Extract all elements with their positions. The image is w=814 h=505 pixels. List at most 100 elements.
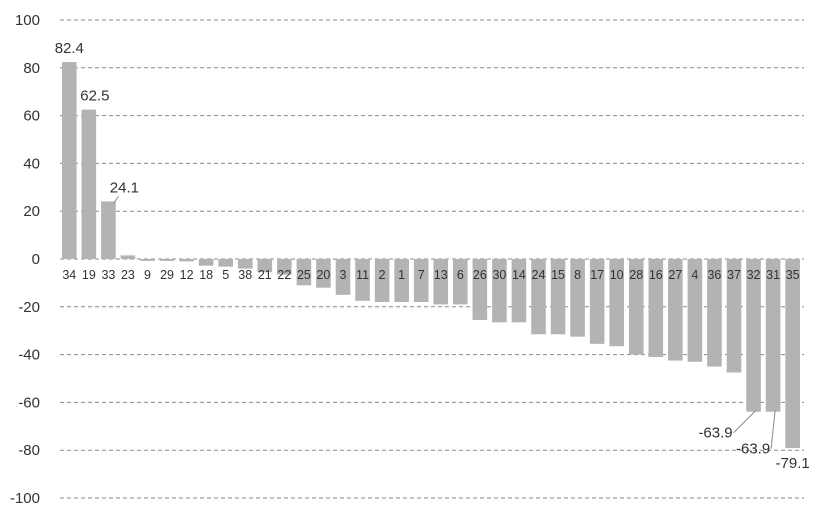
- category-label: 6: [457, 268, 464, 282]
- bar: [218, 259, 233, 267]
- category-label: 31: [766, 268, 780, 282]
- data-label-leader: [733, 410, 756, 434]
- category-label: 7: [418, 268, 425, 282]
- bar: [120, 255, 136, 259]
- bar: [765, 259, 781, 412]
- bar: [707, 259, 722, 367]
- category-label: 17: [590, 268, 604, 282]
- category-label: 38: [238, 268, 252, 282]
- category-label: 32: [747, 268, 761, 282]
- y-tick-label: 20: [23, 203, 40, 220]
- bar: [257, 259, 273, 273]
- bar: [81, 109, 97, 259]
- category-label: 25: [297, 268, 311, 282]
- category-label: 36: [707, 268, 721, 282]
- data-labels: 82.4 62.5 24.1 -63.9-63.9 -79.1: [55, 40, 810, 472]
- bar: [668, 259, 683, 361]
- category-label: 29: [160, 268, 174, 282]
- bar: [589, 259, 605, 344]
- bar: [687, 259, 703, 362]
- category-label: 28: [629, 268, 643, 282]
- category-label: 22: [277, 268, 291, 282]
- category-label: 27: [668, 268, 682, 282]
- bars: [62, 62, 800, 449]
- category-label: 9: [144, 268, 151, 282]
- bar: [453, 259, 468, 305]
- category-label: 2: [379, 268, 386, 282]
- bar: [609, 259, 624, 347]
- category-label: 24: [532, 268, 546, 282]
- y-tick-label: 40: [23, 155, 40, 172]
- category-label: 12: [180, 268, 194, 282]
- category-label: 34: [62, 268, 76, 282]
- data-label: -63.9: [736, 441, 770, 458]
- y-tick-label: -40: [18, 347, 40, 364]
- data-label: 24.1: [110, 179, 139, 196]
- category-label: 15: [551, 268, 565, 282]
- category-label: 3: [340, 268, 347, 282]
- category-label: 21: [258, 268, 272, 282]
- bar: [472, 259, 488, 320]
- category-label: 5: [222, 268, 229, 282]
- data-label: 62.5: [80, 88, 109, 105]
- bar: [140, 259, 155, 261]
- bar: [413, 259, 429, 303]
- category-label: 11: [356, 268, 369, 282]
- bar: [159, 259, 175, 261]
- bar: [237, 259, 253, 269]
- bar: [179, 259, 194, 262]
- category-label: 19: [82, 268, 96, 282]
- bar: [726, 259, 742, 373]
- bar: [570, 259, 585, 337]
- category-label: 10: [610, 268, 624, 282]
- bar: [394, 259, 409, 303]
- data-label: -79.1: [776, 455, 810, 472]
- category-label: 20: [316, 268, 330, 282]
- y-tick-label: 60: [23, 108, 40, 125]
- bar: [277, 259, 292, 275]
- bar: [374, 259, 390, 303]
- y-axis-tick-labels: 100 80 60 40 20 0 -20 -40 -60 -80 -100: [10, 12, 40, 505]
- bar: [492, 259, 507, 323]
- bar: [746, 259, 761, 412]
- category-label: 18: [199, 268, 213, 282]
- category-label: 8: [574, 268, 581, 282]
- bar: [198, 259, 214, 266]
- category-label: 23: [121, 268, 135, 282]
- bar: [335, 259, 351, 295]
- y-tick-label: 80: [23, 60, 40, 77]
- bar: [316, 259, 331, 288]
- bar: [296, 259, 312, 286]
- y-tick-label: 100: [15, 12, 40, 29]
- bar: [785, 259, 800, 449]
- category-label: 4: [691, 268, 698, 282]
- data-label: -63.9: [698, 425, 732, 442]
- y-tick-label: -100: [10, 490, 40, 505]
- category-label: 14: [512, 268, 526, 282]
- category-label: 33: [101, 268, 115, 282]
- data-label-leader: [770, 410, 776, 449]
- bar: [628, 259, 644, 355]
- bar: [62, 62, 77, 260]
- bar: [648, 259, 664, 357]
- data-label: 82.4: [55, 40, 84, 57]
- bar: [433, 259, 449, 305]
- bar: [550, 259, 566, 335]
- y-tick-label: -80: [18, 442, 40, 459]
- bar: [101, 201, 116, 259]
- bar: [355, 259, 370, 301]
- y-tick-label: -60: [18, 394, 40, 411]
- category-label: 1: [398, 268, 405, 282]
- bar: [511, 259, 527, 323]
- y-tick-label: -20: [18, 299, 40, 316]
- bar: [531, 259, 546, 335]
- category-label: 35: [786, 268, 800, 282]
- category-label: 13: [434, 268, 448, 282]
- category-labels: 34 19 33 23 9 29 12 18 5 38 21 22 25 20 3 11 2 1 7 13 6 26 30 1…: [62, 268, 799, 282]
- y-tick-label: 0: [32, 251, 40, 268]
- category-label: 26: [473, 268, 487, 282]
- category-label: 30: [492, 268, 506, 282]
- data-label-leader: [113, 196, 119, 204]
- category-label: 37: [727, 268, 741, 282]
